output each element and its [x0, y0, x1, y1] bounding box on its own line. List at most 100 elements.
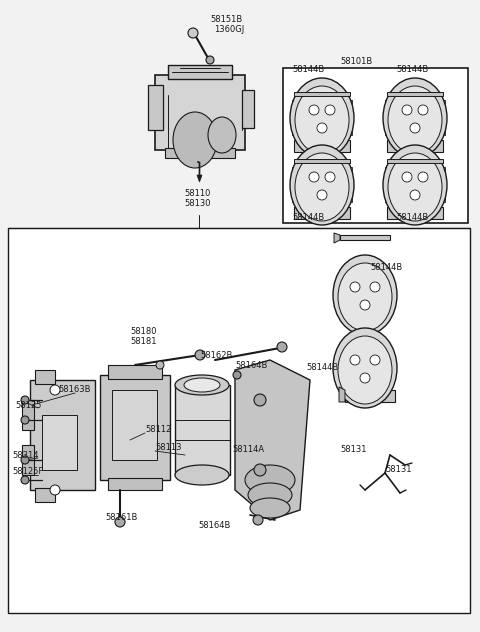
Circle shape	[253, 515, 263, 525]
Polygon shape	[340, 235, 390, 240]
Bar	[283, 68, 468, 223]
Text: 58151B: 58151B	[210, 16, 242, 25]
Ellipse shape	[338, 263, 392, 331]
Bar	[387, 140, 443, 152]
Circle shape	[418, 105, 428, 115]
Ellipse shape	[383, 145, 447, 225]
Circle shape	[370, 355, 380, 365]
Bar	[346, 100, 352, 135]
Circle shape	[206, 56, 214, 64]
Ellipse shape	[290, 78, 354, 158]
Bar	[22, 445, 34, 475]
Text: 58163B: 58163B	[58, 386, 91, 394]
Circle shape	[350, 355, 360, 365]
Circle shape	[254, 394, 266, 406]
Circle shape	[277, 342, 287, 352]
Ellipse shape	[295, 153, 349, 221]
Text: 58164B: 58164B	[235, 360, 267, 370]
Circle shape	[410, 190, 420, 200]
Circle shape	[309, 105, 319, 115]
Bar	[155, 75, 245, 150]
Circle shape	[402, 105, 412, 115]
Text: 58144B: 58144B	[370, 264, 402, 272]
Text: 58144B: 58144B	[306, 363, 338, 372]
Circle shape	[325, 105, 335, 115]
Circle shape	[195, 350, 205, 360]
Text: 58110: 58110	[185, 188, 211, 197]
Bar	[108, 478, 162, 490]
Bar	[35, 370, 55, 384]
Bar	[346, 167, 352, 202]
Text: 58314: 58314	[12, 451, 38, 459]
Bar	[30, 380, 95, 490]
Text: 58144B: 58144B	[292, 66, 324, 75]
Text: 58144B: 58144B	[396, 214, 428, 222]
Ellipse shape	[333, 328, 397, 408]
Circle shape	[370, 282, 380, 292]
Bar	[42, 415, 77, 470]
Circle shape	[418, 172, 428, 182]
Ellipse shape	[248, 483, 292, 507]
Text: 58112: 58112	[145, 425, 171, 435]
Bar	[385, 167, 391, 202]
Text: 58130: 58130	[185, 198, 211, 207]
Text: 58161B: 58161B	[105, 513, 137, 523]
Bar	[294, 207, 350, 219]
Bar	[439, 167, 445, 202]
Circle shape	[254, 464, 266, 476]
Circle shape	[21, 416, 29, 424]
Circle shape	[156, 361, 164, 369]
Circle shape	[233, 371, 241, 379]
Bar	[35, 488, 55, 502]
Text: 58164B: 58164B	[198, 521, 230, 530]
Text: 58162B: 58162B	[200, 351, 232, 360]
Ellipse shape	[184, 378, 220, 392]
Ellipse shape	[388, 153, 442, 221]
Bar	[292, 100, 298, 135]
Ellipse shape	[333, 255, 397, 335]
Text: 58125: 58125	[15, 401, 41, 410]
Ellipse shape	[250, 498, 290, 518]
Bar	[168, 65, 232, 79]
Polygon shape	[387, 159, 443, 163]
Ellipse shape	[383, 78, 447, 158]
Bar	[292, 167, 298, 202]
Polygon shape	[339, 387, 345, 402]
Ellipse shape	[290, 145, 354, 225]
Ellipse shape	[338, 336, 392, 404]
Bar	[175, 385, 230, 475]
Bar	[439, 100, 445, 135]
Bar	[385, 100, 391, 135]
Ellipse shape	[295, 86, 349, 154]
Circle shape	[21, 396, 29, 404]
Text: 58144B: 58144B	[292, 214, 324, 222]
Circle shape	[360, 300, 370, 310]
Text: 58181: 58181	[130, 337, 156, 346]
Ellipse shape	[245, 465, 295, 495]
Circle shape	[188, 28, 198, 38]
Ellipse shape	[388, 86, 442, 154]
Ellipse shape	[173, 112, 217, 168]
Circle shape	[21, 456, 29, 464]
Ellipse shape	[208, 117, 236, 153]
Polygon shape	[235, 360, 310, 520]
Bar	[148, 85, 163, 130]
Bar	[8, 228, 470, 613]
Bar	[22, 400, 34, 430]
Bar	[112, 390, 157, 460]
Circle shape	[50, 385, 60, 395]
Bar	[165, 148, 235, 158]
Text: 58101B: 58101B	[340, 58, 372, 66]
Ellipse shape	[175, 375, 229, 395]
Ellipse shape	[175, 465, 229, 485]
Text: 58114A: 58114A	[232, 446, 264, 454]
Bar	[100, 375, 170, 480]
Text: 58180: 58180	[130, 327, 156, 336]
Polygon shape	[294, 159, 350, 163]
Text: 58131: 58131	[340, 446, 367, 454]
Circle shape	[21, 476, 29, 484]
Polygon shape	[294, 92, 350, 96]
Bar	[345, 390, 395, 402]
Bar	[18, 338, 343, 588]
Text: 1360GJ: 1360GJ	[214, 25, 244, 35]
